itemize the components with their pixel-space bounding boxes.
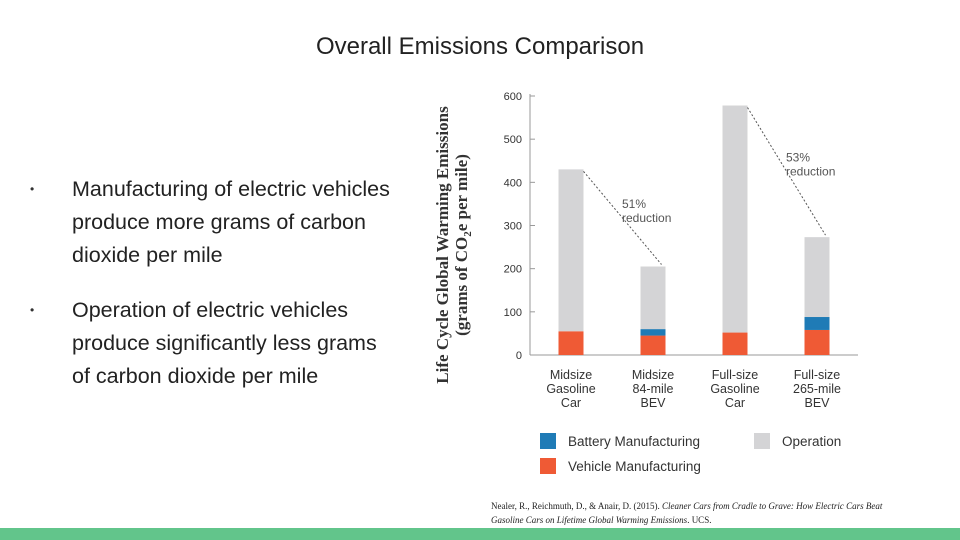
x-tick-label: Car (725, 396, 745, 410)
legend-swatch (540, 458, 556, 474)
legend-swatch (754, 433, 770, 449)
reduction-label: 51% (622, 197, 646, 211)
x-tick-label: BEV (804, 396, 830, 410)
bullet-item: • Operation of electric vehicles produce… (30, 294, 400, 393)
legend-swatch (540, 433, 556, 449)
x-tick-label: Gasoline (710, 382, 759, 396)
y-axis-title: Life Cycle Global Warming Emissions (433, 106, 452, 384)
bar-segment (722, 105, 748, 333)
slide-title: Overall Emissions Comparison (315, 33, 645, 60)
y-tick-label: 200 (504, 264, 522, 276)
bar-segment (640, 335, 666, 355)
x-tick-label: Full-size (794, 368, 841, 382)
bullet-list: • Manufacturing of electric vehicles pro… (30, 173, 400, 415)
emissions-chart: Life Cycle Global Warming Emissions (gram… (433, 91, 858, 474)
legend-label: Vehicle Manufacturing (568, 459, 701, 474)
citation: Nealer, R., Reichmuth, D., & Anair, D. (… (491, 499, 911, 527)
citation-publisher: . UCS. (687, 515, 712, 525)
bullet-text: Operation of electric vehicles produce s… (72, 298, 377, 388)
x-tick-label: 265-mile (793, 382, 841, 396)
x-tick-label: Full-size (712, 368, 759, 382)
bar-segment (558, 331, 584, 355)
bar-segment (804, 317, 830, 330)
x-tick-label: 84-mile (633, 382, 674, 396)
citation-title: Cleaner Cars from Cradle to Grave: How E… (491, 501, 883, 525)
reduction-label: 53% (786, 150, 810, 164)
footer-bar (0, 528, 960, 540)
y-axis-title-line2: (grams of CO2e per mile) (452, 154, 474, 336)
x-tick-label: Gasoline (546, 382, 595, 396)
bullet-text: Manufacturing of electric vehicles produ… (72, 177, 390, 267)
x-tick-label: Midsize (632, 368, 674, 382)
x-tick-label: BEV (640, 396, 666, 410)
legend-label: Battery Manufacturing (568, 434, 700, 449)
bar-segment (558, 169, 584, 332)
bar-segment (804, 237, 830, 318)
bar-segment (804, 329, 830, 355)
reduction-connector (747, 107, 826, 236)
x-tick-label: Car (561, 396, 581, 410)
bar-segment (640, 329, 666, 336)
x-tick-label: Midsize (550, 368, 592, 382)
y-tick-label: 0 (516, 350, 522, 362)
bar-segment (640, 266, 666, 330)
reduction-connector (583, 171, 662, 265)
bullet-icon: • (30, 182, 35, 196)
y-tick-label: 500 (504, 134, 522, 146)
reduction-label: reduction (786, 164, 835, 178)
y-tick-label: 400 (504, 177, 522, 189)
bullet-icon: • (30, 303, 35, 317)
y-tick-label: 600 (504, 91, 522, 103)
bullet-item: • Manufacturing of electric vehicles pro… (30, 173, 400, 272)
y-tick-label: 100 (504, 307, 522, 319)
legend-label: Operation (782, 434, 841, 449)
bar-segment (722, 332, 748, 355)
citation-authors: Nealer, R., Reichmuth, D., & Anair, D. (… (491, 501, 660, 511)
y-tick-label: 300 (504, 221, 522, 233)
reduction-label: reduction (622, 211, 671, 225)
